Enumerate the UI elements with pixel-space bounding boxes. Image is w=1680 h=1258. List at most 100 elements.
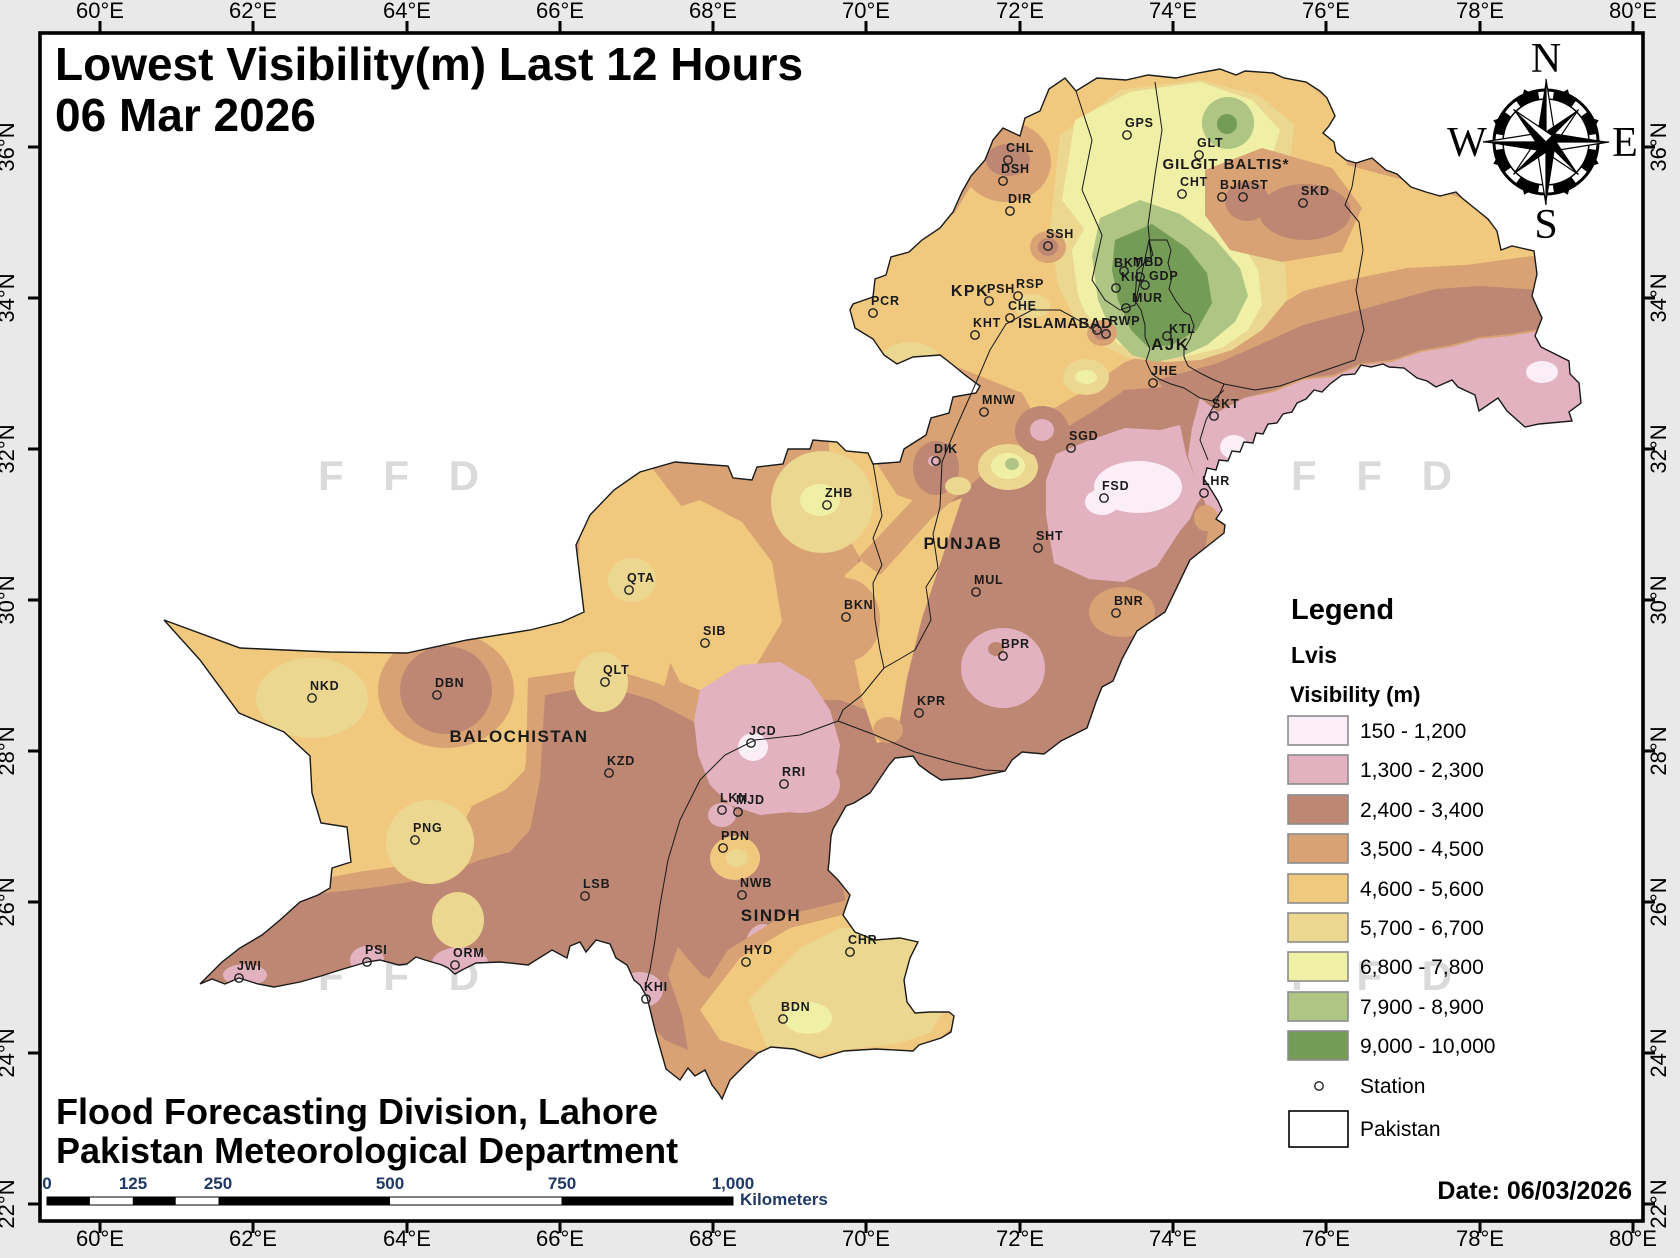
svg-text:QTA: QTA [627,571,655,585]
svg-text:CHR: CHR [848,933,877,947]
svg-text:SHT: SHT [1036,529,1063,543]
svg-text:MJD: MJD [736,793,765,807]
svg-text:KPR: KPR [917,694,946,708]
svg-text:BPR: BPR [1001,637,1030,651]
svg-text:22°N: 22°N [0,1179,19,1228]
svg-text:BNR: BNR [1114,594,1143,608]
svg-text:28°N: 28°N [1646,726,1671,775]
svg-text:72°E: 72°E [996,1226,1044,1251]
svg-text:66°E: 66°E [536,1226,584,1251]
svg-text:CHL: CHL [1006,141,1034,155]
svg-text:BDN: BDN [781,1000,810,1014]
svg-text:36°N: 36°N [0,122,19,171]
svg-text:72°E: 72°E [996,0,1044,23]
svg-text:1,300 - 2,300: 1,300 - 2,300 [1360,759,1484,782]
svg-text:SKD: SKD [1301,184,1330,198]
svg-text:JWI: JWI [237,959,262,973]
svg-text:PSH: PSH [987,282,1015,296]
svg-text:Kilometers: Kilometers [740,1190,828,1209]
svg-text:80°E: 80°E [1609,0,1657,23]
svg-text:F F D: F F D [1291,452,1466,499]
svg-text:9,000 - 10,000: 9,000 - 10,000 [1360,1035,1495,1058]
svg-text:BJI: BJI [1220,178,1242,192]
svg-text:SIB: SIB [703,624,726,638]
svg-text:BKT: BKT [1114,256,1142,270]
svg-text:PDN: PDN [721,829,750,843]
svg-text:36°N: 36°N [1646,122,1671,171]
svg-text:32°N: 32°N [1646,424,1671,473]
svg-text:70°E: 70°E [842,0,890,23]
svg-text:62°E: 62°E [229,0,277,23]
svg-text:GLT: GLT [1197,136,1223,150]
svg-text:RWP: RWP [1109,314,1140,328]
svg-text:750: 750 [548,1174,576,1193]
svg-text:125: 125 [119,1174,147,1193]
svg-text:BALOCHISTAN: BALOCHISTAN [450,727,589,746]
svg-text:SSH: SSH [1046,227,1074,241]
svg-text:BKN: BKN [844,598,873,612]
svg-text:GILGIT BALTIS*: GILGIT BALTIS* [1162,156,1289,173]
svg-text:64°E: 64°E [383,1226,431,1251]
svg-text:AJK: AJK [1151,335,1190,354]
svg-text:LSB: LSB [583,877,610,891]
svg-text:62°E: 62°E [229,1226,277,1251]
svg-text:68°E: 68°E [689,1226,737,1251]
svg-text:ISLAMABAD: ISLAMABAD [1018,315,1113,332]
svg-text:PNG: PNG [413,821,443,835]
svg-text:JHE: JHE [1151,364,1178,378]
svg-text:KPK: KPK [951,283,989,300]
svg-text:4,600 - 5,600: 4,600 - 5,600 [1360,878,1484,901]
svg-text:PUNJAB: PUNJAB [924,534,1003,553]
svg-text:CHT: CHT [1180,175,1208,189]
svg-text:7,900 - 8,900: 7,900 - 8,900 [1360,996,1484,1019]
svg-text:150 - 1,200: 150 - 1,200 [1360,720,1466,743]
svg-text:Date: 06/03/2026: Date: 06/03/2026 [1437,1177,1632,1205]
svg-text:DBN: DBN [435,676,464,690]
svg-text:76°E: 76°E [1302,1226,1350,1251]
svg-text:70°E: 70°E [842,1226,890,1251]
svg-text:76°E: 76°E [1302,0,1350,23]
svg-text:MBD: MBD [1133,255,1164,269]
svg-text:34°N: 34°N [0,273,19,322]
svg-text:N: N [1531,36,1561,82]
svg-text:60°E: 60°E [76,1226,124,1251]
svg-text:30°N: 30°N [0,575,19,624]
svg-text:1,000: 1,000 [712,1174,755,1193]
svg-text:HYD: HYD [744,943,773,957]
svg-text:W: W [1447,120,1487,166]
svg-text:6,800 - 7,800: 6,800 - 7,800 [1360,956,1484,979]
svg-text:GPS: GPS [1125,116,1154,130]
svg-text:KHI: KHI [644,980,668,994]
svg-text:68°E: 68°E [689,0,737,23]
svg-text:32°N: 32°N [0,424,19,473]
svg-text:5,700 - 6,700: 5,700 - 6,700 [1360,917,1484,940]
svg-text:3,500 - 4,500: 3,500 - 4,500 [1360,838,1484,861]
svg-text:60°E: 60°E [76,0,124,23]
svg-text:30°N: 30°N [1646,575,1671,624]
svg-text:KTL: KTL [1169,322,1196,336]
svg-text:NKD: NKD [310,679,339,693]
svg-text:Station: Station [1360,1075,1425,1098]
svg-text:SINDH: SINDH [741,906,801,925]
svg-text:MNW: MNW [982,393,1016,407]
svg-text:74°E: 74°E [1149,0,1197,23]
svg-text:0: 0 [42,1174,51,1193]
svg-text:LHR: LHR [1202,474,1230,488]
svg-text:JCD: JCD [749,724,776,738]
svg-text:500: 500 [376,1174,404,1193]
svg-text:FSD: FSD [1102,479,1129,493]
svg-text:NWB: NWB [740,876,772,890]
svg-text:06 Mar 2026: 06 Mar 2026 [55,89,316,141]
svg-text:KIL: KIL [1121,270,1144,284]
svg-text:LKN: LKN [720,791,748,805]
svg-text:QLT: QLT [603,663,629,677]
svg-text:74°E: 74°E [1149,1226,1197,1251]
svg-text:KZD: KZD [607,754,635,768]
svg-text:CHE: CHE [1008,299,1037,313]
svg-text:RRI: RRI [782,765,806,779]
svg-text:Visibility (m): Visibility (m) [1290,682,1420,707]
svg-text:S: S [1534,202,1557,248]
svg-text:80°E: 80°E [1609,1226,1657,1251]
svg-text:DSH: DSH [1001,162,1030,176]
svg-text:MUL: MUL [974,573,1003,587]
